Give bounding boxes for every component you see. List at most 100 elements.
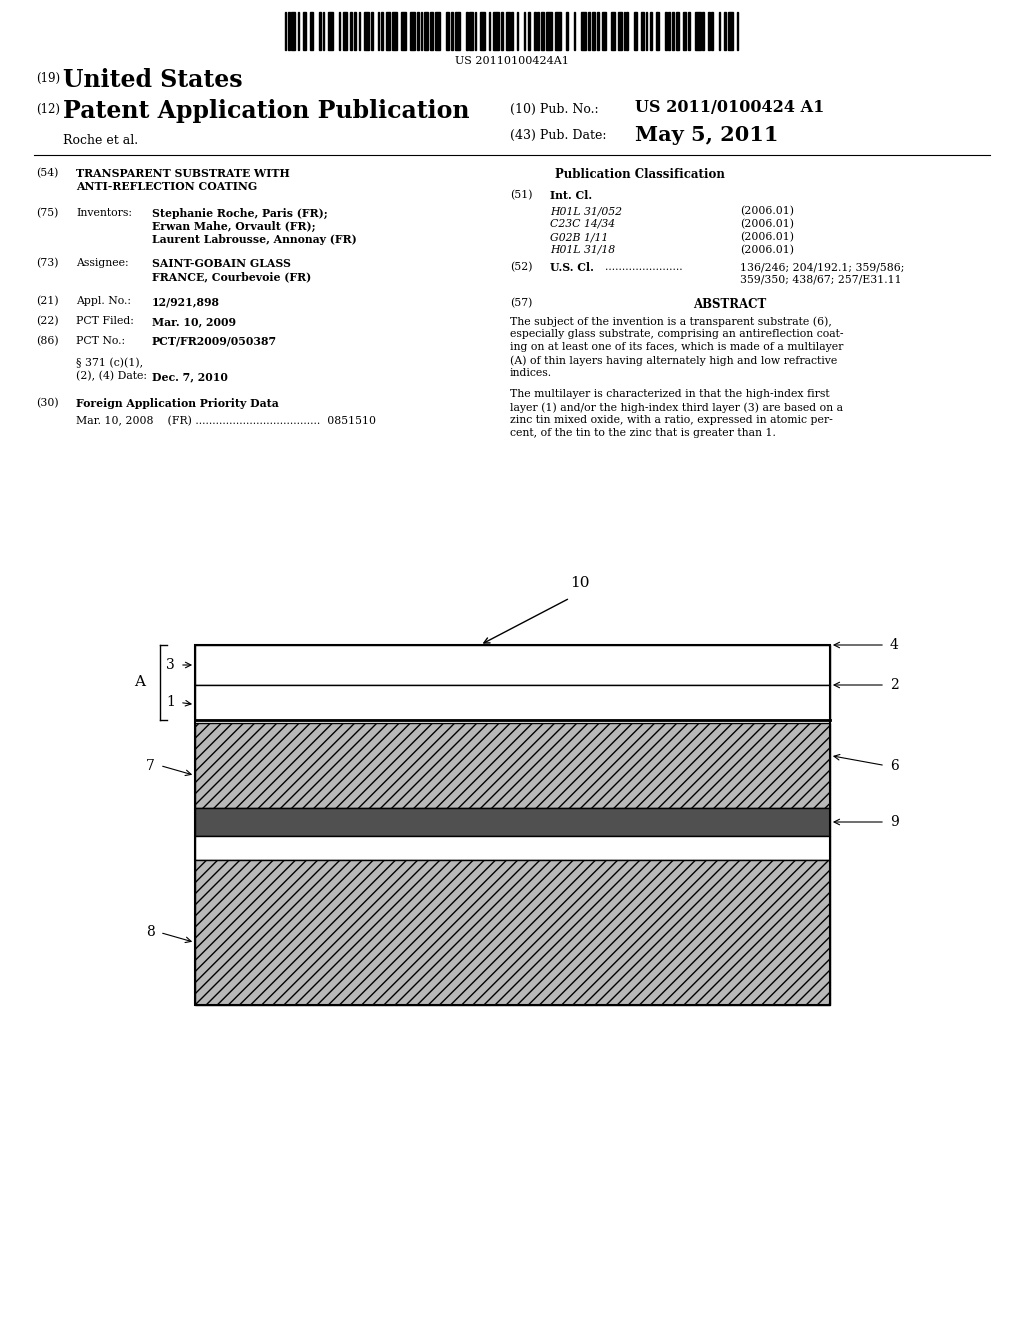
Text: Erwan Mahe, Orvault (FR);: Erwan Mahe, Orvault (FR); [152, 220, 315, 232]
Text: 6: 6 [890, 759, 899, 772]
Bar [400, 12, 407, 50]
Text: Stephanie Roche, Paris (FR);: Stephanie Roche, Paris (FR); [152, 209, 328, 219]
Text: especially glass substrate, comprising an antireflection coat-: especially glass substrate, comprising a… [510, 329, 844, 339]
Bar [424, 12, 428, 50]
Bar [655, 12, 659, 50]
Bar [541, 12, 545, 50]
Bar [195, 645, 830, 1005]
Bar [501, 12, 503, 50]
Bar [480, 12, 485, 50]
Text: (54): (54) [36, 168, 58, 178]
Bar [566, 12, 568, 50]
Text: cent, of the tin to the zinc that is greater than 1.: cent, of the tin to the zinc that is gre… [510, 428, 776, 438]
Bar [597, 12, 599, 50]
Bar [592, 12, 595, 50]
Bar [724, 12, 726, 50]
Bar [318, 12, 321, 50]
Bar [386, 12, 390, 50]
Text: FRANCE, Courbevoie (FR): FRANCE, Courbevoie (FR) [152, 271, 311, 282]
Text: 3: 3 [166, 657, 175, 672]
Text: (A) of thin layers having alternately high and low refractive: (A) of thin layers having alternately hi… [510, 355, 838, 366]
Text: (21): (21) [36, 296, 58, 306]
Text: zinc tin mixed oxide, with a ratio, expressed in atomic per-: zinc tin mixed oxide, with a ratio, expr… [510, 414, 833, 425]
Text: ing on at least one of its faces, which is made of a multilayer: ing on at least one of its faces, which … [510, 342, 844, 352]
Bar [371, 12, 373, 50]
Text: US 20110100424A1: US 20110100424A1 [455, 55, 569, 66]
Text: (2006.01): (2006.01) [740, 232, 794, 243]
Bar [469, 12, 473, 50]
Bar [611, 12, 614, 50]
Bar [417, 12, 419, 50]
Text: Patent Application Publication: Patent Application Publication [63, 99, 469, 123]
Bar [641, 12, 644, 50]
Text: Mar. 10, 2009: Mar. 10, 2009 [152, 315, 236, 327]
Bar [618, 12, 622, 50]
Text: Laurent Labrousse, Annonay (FR): Laurent Labrousse, Annonay (FR) [152, 234, 356, 246]
Bar [195, 723, 830, 808]
Text: (51): (51) [510, 190, 532, 201]
Text: 136/246; 204/192.1; 359/586;: 136/246; 204/192.1; 359/586; [740, 261, 904, 272]
Text: (57): (57) [510, 298, 532, 309]
Text: 7: 7 [146, 759, 155, 772]
Text: ABSTRACT: ABSTRACT [693, 298, 767, 312]
Bar [702, 12, 705, 50]
Text: H01L 31/18: H01L 31/18 [550, 246, 615, 255]
Text: (19): (19) [36, 73, 60, 84]
Bar [429, 12, 433, 50]
Bar [719, 12, 721, 50]
Text: A: A [134, 676, 145, 689]
Text: ANTI-REFLECTION COATING: ANTI-REFLECTION COATING [76, 181, 257, 191]
Bar [688, 12, 690, 50]
Bar [528, 12, 530, 50]
Text: indices.: indices. [510, 368, 552, 378]
Text: TRANSPARENT SUBSTRATE WITH: TRANSPARENT SUBSTRATE WITH [76, 168, 290, 180]
Bar [555, 12, 561, 50]
Bar [195, 645, 830, 685]
Text: (2006.01): (2006.01) [740, 246, 794, 255]
Bar [534, 12, 536, 50]
Bar [195, 836, 830, 861]
Bar [292, 12, 295, 50]
Bar [303, 12, 306, 50]
Bar [455, 12, 460, 50]
Bar [650, 12, 652, 50]
Bar [669, 12, 670, 50]
Bar [474, 12, 476, 50]
Text: 359/350; 438/67; 257/E31.11: 359/350; 438/67; 257/E31.11 [740, 275, 901, 285]
Bar [672, 12, 674, 50]
Text: 4: 4 [890, 638, 899, 652]
Text: PCT No.:: PCT No.: [76, 337, 125, 346]
Text: C23C 14/34: C23C 14/34 [550, 219, 615, 228]
Text: The multilayer is characterized in that the high-index first: The multilayer is characterized in that … [510, 389, 829, 399]
Bar [511, 12, 513, 50]
Text: G02B 1/11: G02B 1/11 [550, 232, 608, 242]
Text: Publication Classification: Publication Classification [555, 168, 725, 181]
Bar [695, 12, 700, 50]
Text: Inventors:: Inventors: [76, 209, 132, 218]
Bar [665, 12, 667, 50]
Text: layer (1) and/or the high-index third layer (3) are based on a: layer (1) and/or the high-index third la… [510, 403, 843, 413]
Bar [350, 12, 352, 50]
Bar [494, 12, 499, 50]
Text: (22): (22) [36, 315, 58, 326]
Bar [328, 12, 333, 50]
Bar [634, 12, 637, 50]
Bar [728, 12, 733, 50]
Bar [323, 12, 325, 50]
Text: Foreign Application Priority Data: Foreign Application Priority Data [76, 399, 279, 409]
Bar [354, 12, 355, 50]
Text: 10: 10 [570, 576, 590, 590]
Bar [310, 12, 313, 50]
Bar [195, 861, 830, 1005]
Bar [546, 12, 552, 50]
Text: Int. Cl.: Int. Cl. [550, 190, 592, 201]
Text: Appl. No.:: Appl. No.: [76, 296, 131, 306]
Text: May 5, 2011: May 5, 2011 [635, 125, 778, 145]
Text: (10) Pub. No.:: (10) Pub. No.: [510, 103, 599, 116]
Text: United States: United States [63, 69, 243, 92]
Bar [364, 12, 370, 50]
Text: (75): (75) [36, 209, 58, 218]
Bar [581, 12, 587, 50]
Text: Roche et al.: Roche et al. [63, 135, 138, 147]
Bar [343, 12, 347, 50]
